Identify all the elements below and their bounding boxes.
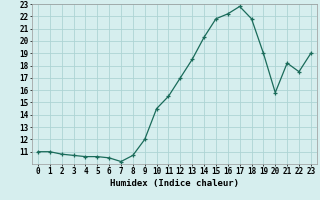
X-axis label: Humidex (Indice chaleur): Humidex (Indice chaleur)	[110, 179, 239, 188]
